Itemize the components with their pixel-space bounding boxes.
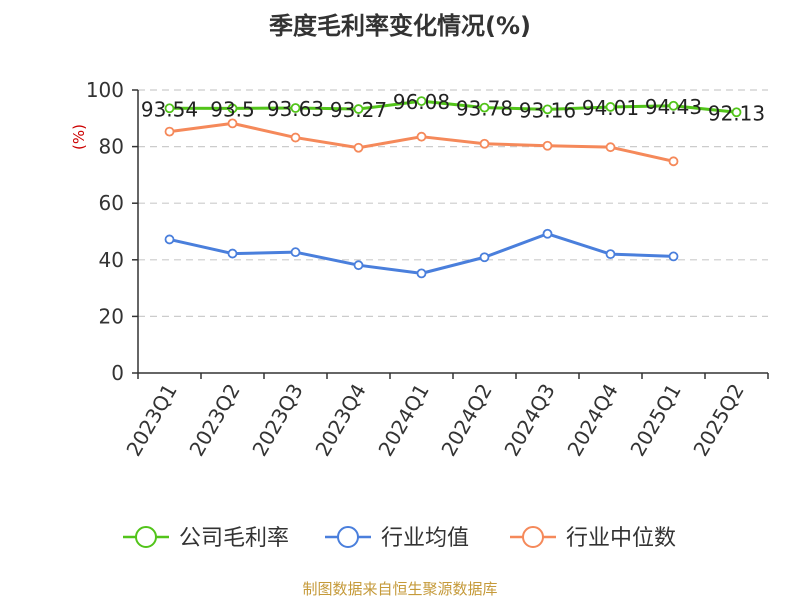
- x-tick-label-2024Q3: 2024Q3: [499, 380, 559, 461]
- grid-lines: [138, 89, 768, 317]
- legend-label-industry_avg: 行业均值: [381, 526, 469, 551]
- x-tick-label-2023Q2: 2023Q2: [184, 380, 244, 461]
- y-tick-label-60: 60: [99, 191, 124, 215]
- x-tick-label-2024Q2: 2024Q2: [436, 380, 496, 461]
- point-industry_avg-2025Q1: [668, 251, 679, 262]
- y-tick-label-0: 0: [111, 361, 124, 385]
- point-industry_avg-2023Q2: [227, 248, 238, 259]
- series-line-industry_avg: [169, 232, 674, 275]
- data-label-company-2025Q2: 92.13: [708, 101, 765, 125]
- point-industry_avg-2024Q4: [605, 249, 616, 260]
- point-industry_avg-2023Q1: [164, 234, 175, 245]
- point-industry_median-2023Q3: [290, 132, 301, 143]
- data-label-company-2023Q1: 93.54: [141, 97, 198, 121]
- y-tick-label-80: 80: [99, 135, 124, 159]
- chart-title: 季度毛利率变化情况(%): [269, 12, 531, 40]
- point-industry_median-2023Q4: [353, 142, 364, 153]
- legend-label-industry_median: 行业中位数: [566, 526, 676, 551]
- data-label-company-2023Q2: 93.5: [210, 97, 255, 121]
- point-company-2023Q2: [227, 103, 238, 114]
- series-line-industry_median: [169, 121, 674, 163]
- legend: 公司毛利率 行业均值 行业中位数: [123, 526, 676, 551]
- point-industry_median-2025Q1: [668, 156, 679, 167]
- series-lines: [164, 96, 742, 279]
- point-industry_avg-2023Q4: [353, 260, 364, 271]
- data-label-company-2024Q4: 94.01: [582, 96, 639, 120]
- point-industry_median-2024Q1: [416, 131, 427, 142]
- x-tick-label-2024Q1: 2024Q1: [373, 380, 433, 461]
- point-company-2024Q3: [542, 104, 553, 115]
- point-industry_avg-2024Q3: [542, 228, 553, 239]
- point-company-2023Q4: [353, 104, 364, 114]
- data-label-company-2023Q3: 93.63: [267, 97, 324, 121]
- y-tick-label-100: 100: [86, 78, 124, 102]
- source-footer: 制图数据来自恒生聚源数据库: [302, 580, 498, 598]
- data-labels: 93.54 93.5 93.63 93.27 96.08 93.78 93.16 94.01 9…: [141, 90, 765, 125]
- x-tick-label-2023Q4: 2023Q4: [310, 380, 370, 461]
- point-company-2024Q4: [605, 102, 616, 112]
- point-company-2024Q2: [479, 102, 490, 113]
- point-industry_median-2023Q2: [227, 118, 238, 129]
- series-line-company: [169, 99, 737, 114]
- legend-marker-industry_median: [522, 526, 544, 548]
- x-tick-label-2024Q4: 2024Q4: [562, 380, 622, 461]
- point-industry_median-2023Q1: [164, 126, 175, 137]
- data-label-company-2023Q4: 93.27: [330, 98, 387, 122]
- data-label-company-2025Q1: 94.43: [645, 95, 702, 119]
- point-industry_median-2024Q2: [479, 138, 490, 149]
- point-industry_avg-2023Q3: [290, 247, 301, 258]
- y-tick-label-20: 20: [99, 304, 124, 328]
- x-tick-label-2023Q1: 2023Q1: [121, 380, 181, 461]
- x-tick-label-2025Q1: 2025Q1: [625, 380, 685, 461]
- point-company-2025Q2: [731, 107, 742, 118]
- legend-marker-industry_avg: [337, 526, 359, 548]
- point-company-2025Q1: [668, 100, 679, 111]
- point-industry_median-2024Q3: [542, 140, 553, 151]
- legend-label-company: 公司毛利率: [179, 526, 289, 551]
- point-industry_median-2024Q4: [605, 142, 616, 153]
- data-label-company-2024Q1: 96.08: [393, 90, 450, 114]
- point-company-2023Q1: [164, 103, 175, 114]
- data-label-company-2024Q3: 93.16: [519, 98, 576, 122]
- point-company-2024Q1: [416, 96, 427, 106]
- data-label-company-2024Q2: 93.78: [456, 97, 513, 121]
- y-tick-label-40: 40: [99, 248, 124, 272]
- point-industry_avg-2024Q1: [416, 268, 427, 279]
- point-industry_avg-2024Q2: [479, 252, 490, 263]
- x-tick-label-2025Q2: 2025Q2: [688, 380, 748, 461]
- point-company-2023Q3: [290, 103, 301, 113]
- x-tick-label-2023Q3: 2023Q3: [247, 380, 307, 461]
- legend-marker-company: [135, 526, 157, 548]
